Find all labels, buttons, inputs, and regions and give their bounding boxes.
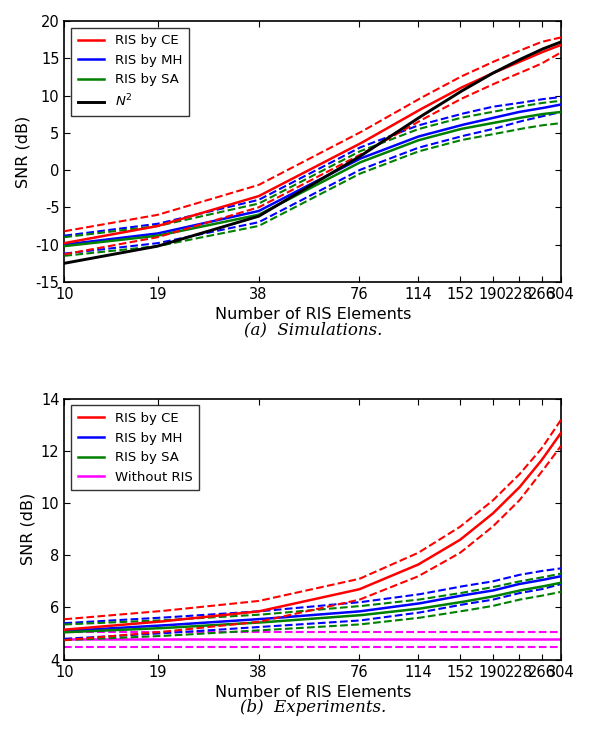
Text: (a)  Simulations.: (a) Simulations. (244, 321, 382, 338)
X-axis label: Number of RIS Elements: Number of RIS Elements (215, 307, 411, 323)
X-axis label: Number of RIS Elements: Number of RIS Elements (215, 685, 411, 700)
Legend: RIS by CE, RIS by MH, RIS by SA, Without RIS: RIS by CE, RIS by MH, RIS by SA, Without… (71, 405, 199, 491)
Y-axis label: SNR (dB): SNR (dB) (15, 115, 30, 188)
Legend: RIS by CE, RIS by MH, RIS by SA, $N^2$: RIS by CE, RIS by MH, RIS by SA, $N^2$ (71, 28, 189, 116)
Y-axis label: SNR (dB): SNR (dB) (21, 493, 35, 565)
Text: (b)  Experiments.: (b) Experiments. (240, 699, 386, 716)
